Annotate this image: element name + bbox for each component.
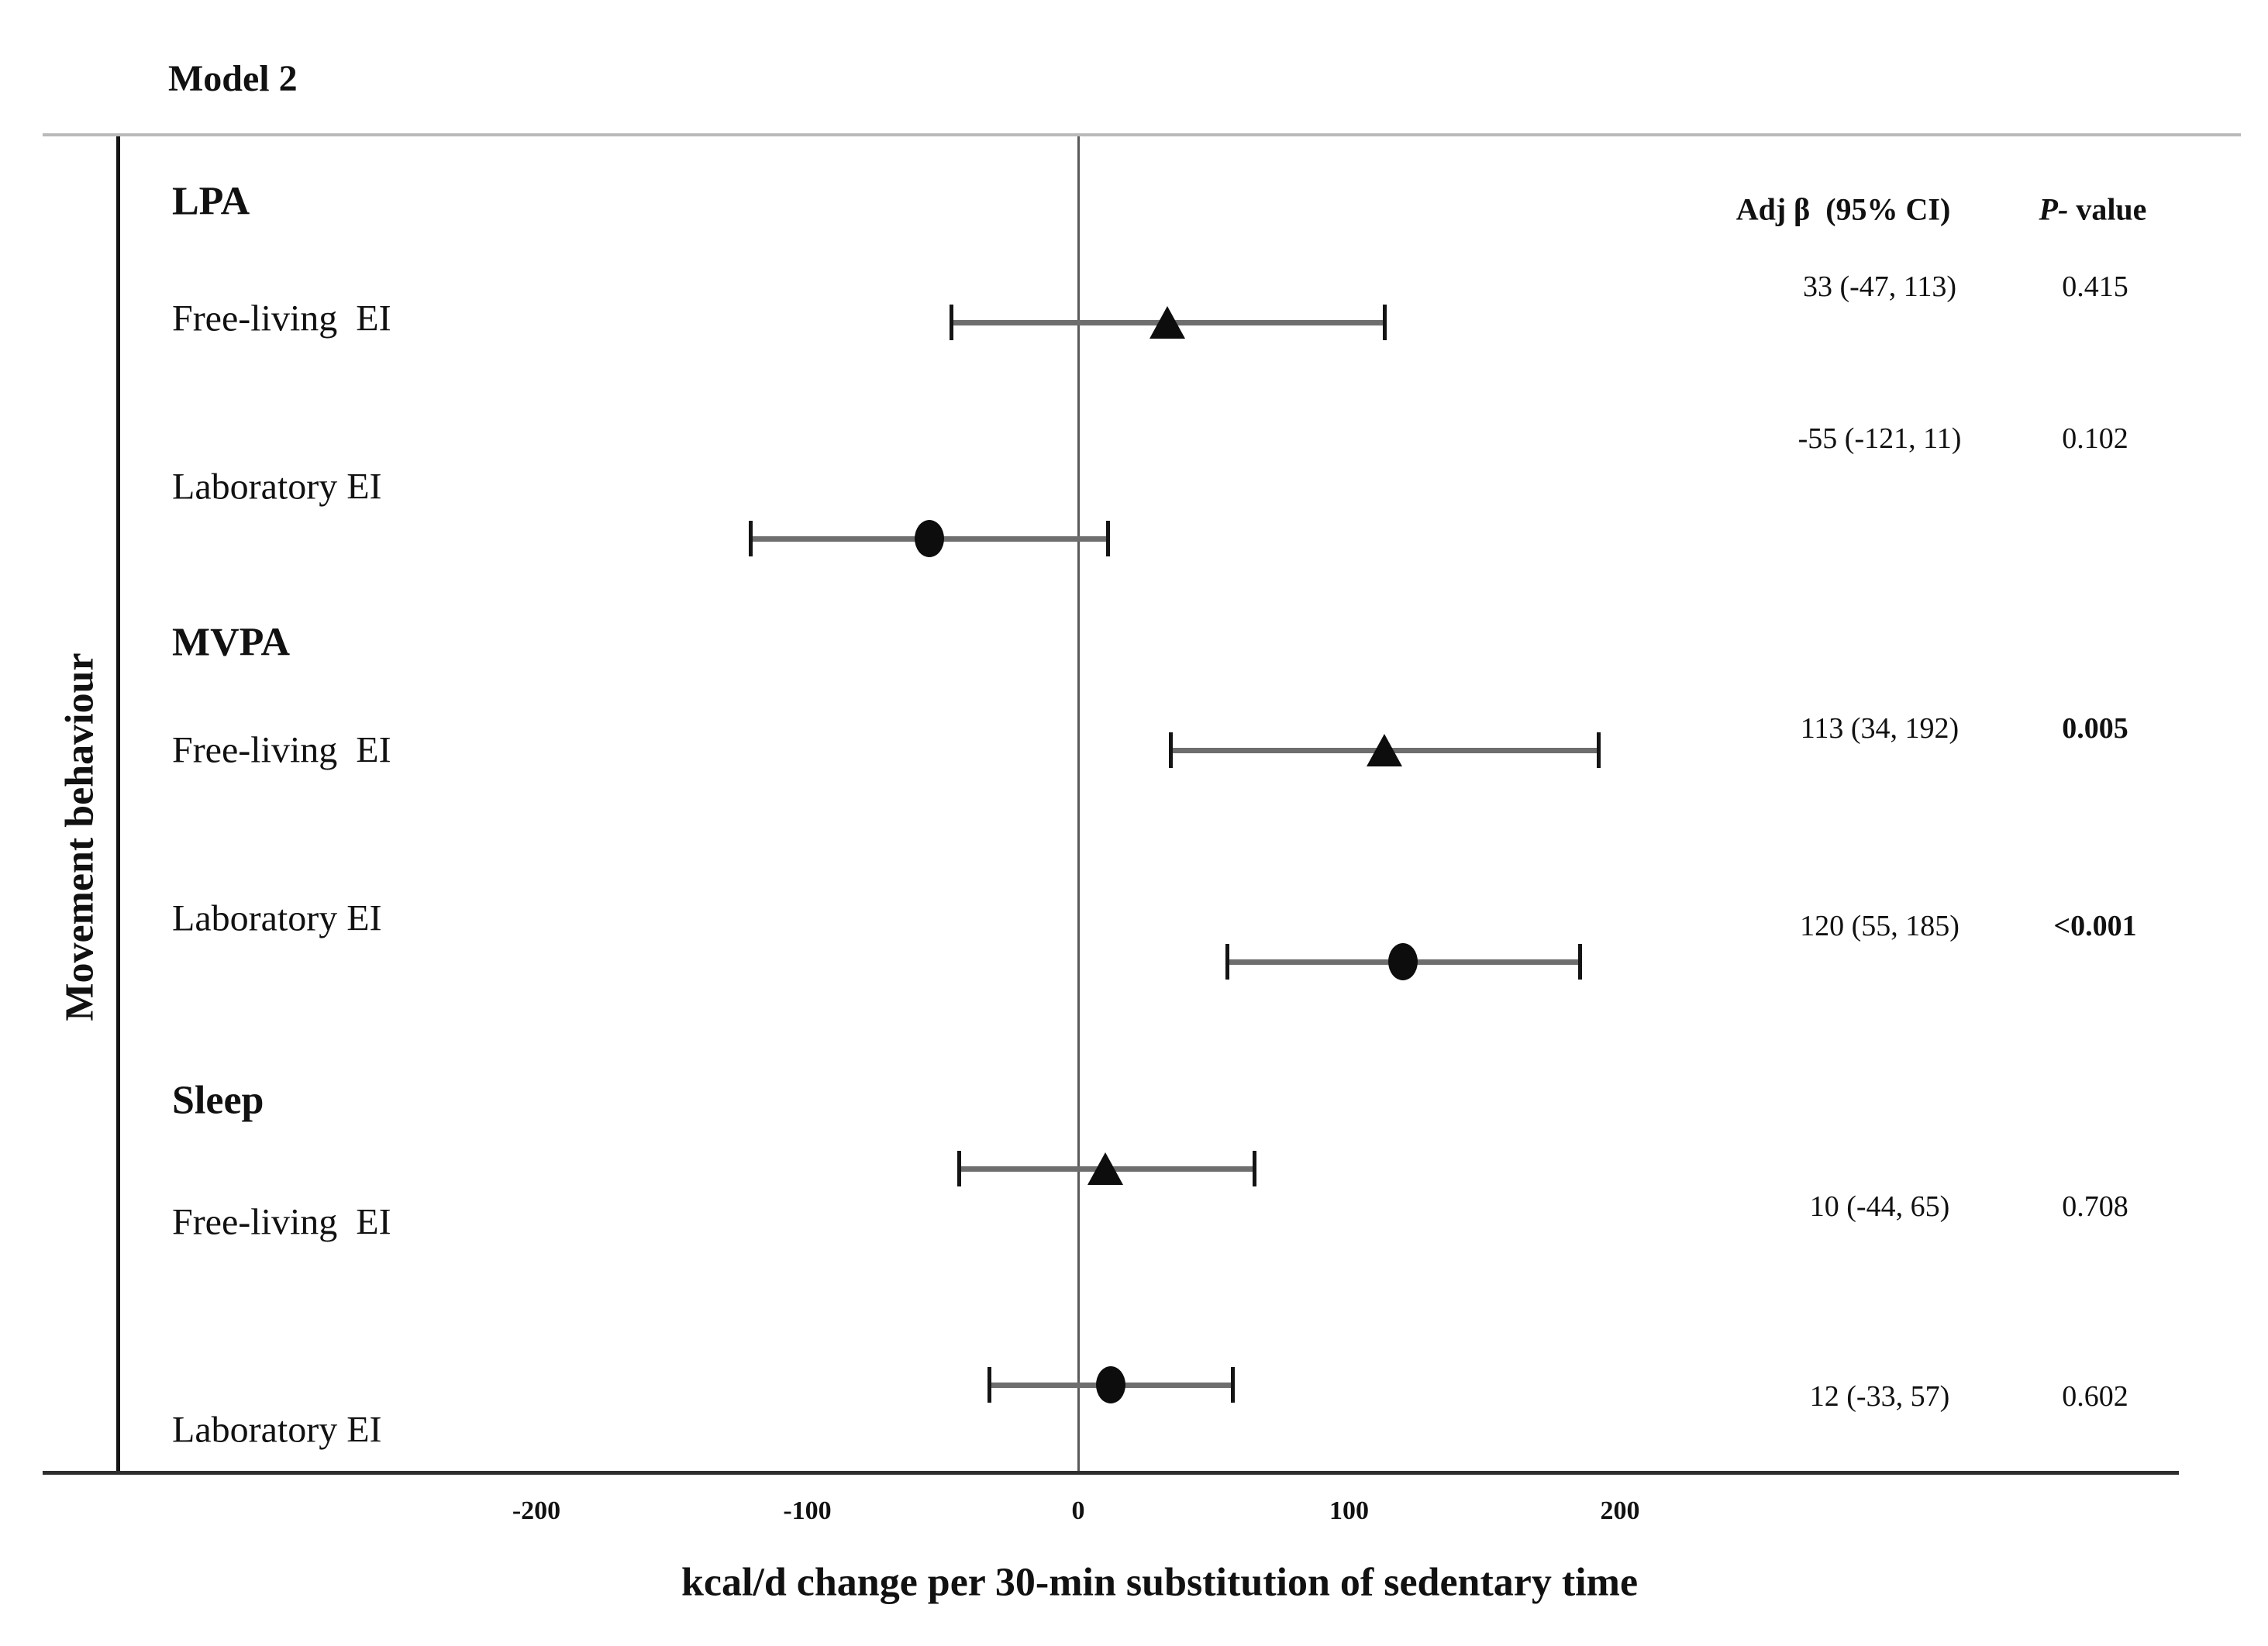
x-tick-label: -200 — [512, 1496, 561, 1525]
p-value: 0.005 — [2062, 712, 2128, 745]
error-bar-cap-right — [1231, 1367, 1236, 1403]
x-axis-title: kcal/d change per 30-min substitution of… — [681, 1560, 1639, 1605]
x-tick-label: 0 — [1071, 1496, 1085, 1525]
error-bar-cap-left — [1225, 944, 1230, 980]
y-axis-title: Movement behaviour — [57, 653, 102, 1021]
x-tick-label: 200 — [1600, 1496, 1640, 1525]
error-bar-cap-left — [957, 1151, 962, 1186]
stats-header-p-rest: value — [2068, 191, 2147, 227]
group-label: LPA — [172, 179, 250, 224]
group-label: MVPA — [172, 620, 291, 665]
row-label: Laboratory EI — [172, 466, 382, 508]
group-label: Sleep — [172, 1078, 264, 1123]
stats-header-pvalue: P- value — [2039, 191, 2147, 228]
row-label: Free-living EI — [172, 298, 391, 339]
row-label: Laboratory EI — [172, 897, 382, 939]
beta-ci-value: 10 (-44, 65) — [1809, 1190, 1950, 1223]
x-axis-line — [43, 1471, 2179, 1475]
marker-triangle-icon — [1087, 1152, 1123, 1185]
p-value: 0.415 — [2062, 270, 2128, 303]
error-bar-cap-right — [1253, 1151, 1257, 1186]
beta-ci-value: -55 (-121, 11) — [1798, 422, 1962, 455]
row-label: Laboratory EI — [172, 1409, 382, 1451]
y-axis-line — [116, 136, 120, 1474]
marker-circle-icon — [1095, 1366, 1125, 1403]
stats-header-p-italic: P- — [2039, 191, 2069, 227]
x-tick-label: -100 — [783, 1496, 832, 1525]
beta-ci-value: 120 (55, 185) — [1800, 910, 1960, 942]
p-value: 0.708 — [2062, 1190, 2128, 1223]
page-title: Model 2 — [168, 58, 298, 99]
beta-ci-value: 113 (34, 192) — [1800, 712, 1960, 745]
beta-ci-value: 12 (-33, 57) — [1809, 1380, 1950, 1413]
error-bar-cap-right — [1382, 305, 1387, 340]
error-bar-cap-right — [1577, 944, 1582, 980]
beta-ci-value: 33 (-47, 113) — [1802, 270, 1957, 303]
error-bar-cap-left — [749, 521, 753, 556]
error-bar-cap-right — [1597, 732, 1601, 768]
error-bar-cap-left — [1168, 732, 1173, 768]
marker-triangle-icon — [1366, 734, 1402, 766]
top-divider-line — [43, 133, 2241, 136]
zero-reference-line — [1077, 136, 1080, 1472]
error-bar-cap-right — [1106, 521, 1111, 556]
p-value: 0.602 — [2062, 1380, 2128, 1413]
stats-header-beta: Adj β (95% CI) — [1735, 191, 1951, 227]
error-bar-cap-left — [987, 1367, 991, 1403]
marker-circle-icon — [914, 520, 944, 557]
p-value: 0.102 — [2062, 422, 2128, 455]
marker-triangle-icon — [1150, 306, 1186, 339]
error-bar-cap-left — [949, 305, 953, 340]
x-tick-label: 100 — [1329, 1496, 1369, 1525]
marker-circle-icon — [1388, 943, 1418, 980]
row-label: Free-living EI — [172, 1201, 391, 1243]
row-label: Free-living EI — [172, 729, 391, 771]
p-value: <0.001 — [2053, 910, 2137, 942]
